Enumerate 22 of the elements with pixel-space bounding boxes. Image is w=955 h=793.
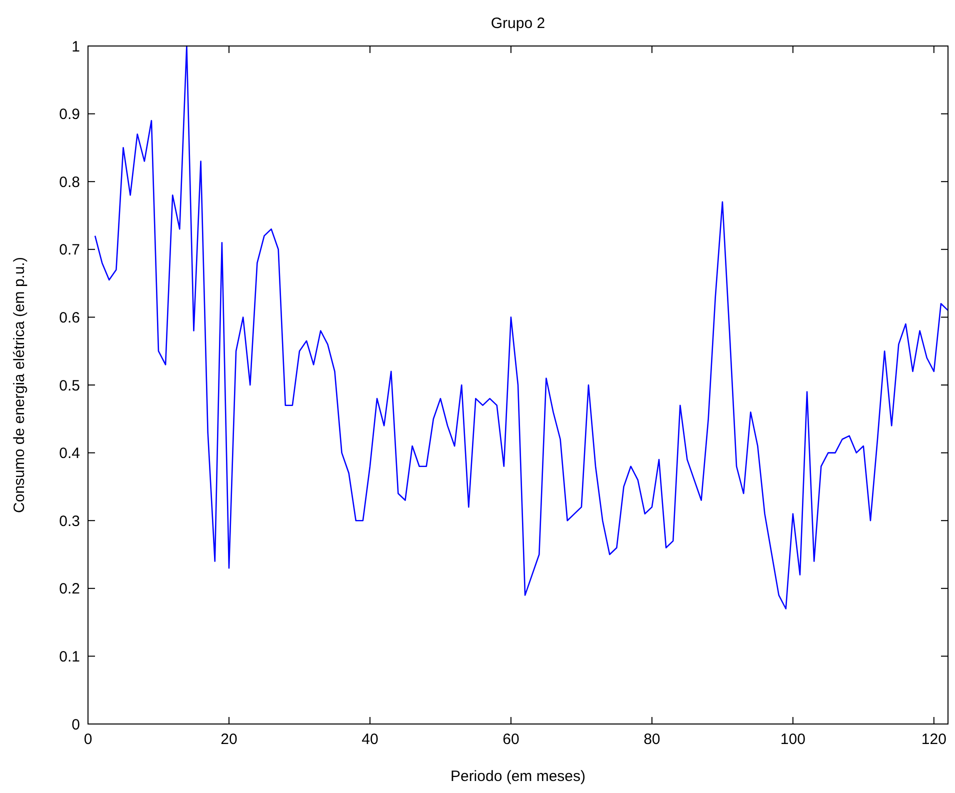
chart-title: Grupo 2	[490, 15, 546, 32]
x-tick-label: 20	[220, 731, 238, 748]
y-tick-label: 1	[72, 38, 80, 56]
y-tick-label: 0	[72, 716, 80, 734]
y-tick-label: 0.7	[59, 242, 80, 259]
x-tick-label: 120	[921, 731, 946, 748]
y-tick-label: 0.9	[59, 106, 80, 124]
x-tick-label: 100	[780, 731, 806, 748]
x-tick-label: 60	[502, 731, 520, 748]
y-tick-label: 0.2	[59, 580, 80, 598]
y-axis-title: Consumo de energia elétrica (em p.u.)	[11, 257, 28, 513]
x-tick-label: 80	[644, 731, 660, 748]
y-tick-label: 0.5	[59, 377, 80, 394]
y-tick-label: 0.4	[59, 445, 80, 462]
x-axis-title: Periodo (em meses)	[450, 768, 586, 785]
y-tick-label: 0.1	[59, 648, 80, 666]
x-tick-label: 40	[362, 731, 378, 748]
line-series	[94, 45, 949, 610]
y-tick-label: 0.6	[59, 309, 80, 326]
x-tick-label: 0	[84, 731, 92, 748]
y-tick-label: 0.3	[59, 512, 80, 530]
y-tick-label: 0.8	[59, 174, 80, 191]
